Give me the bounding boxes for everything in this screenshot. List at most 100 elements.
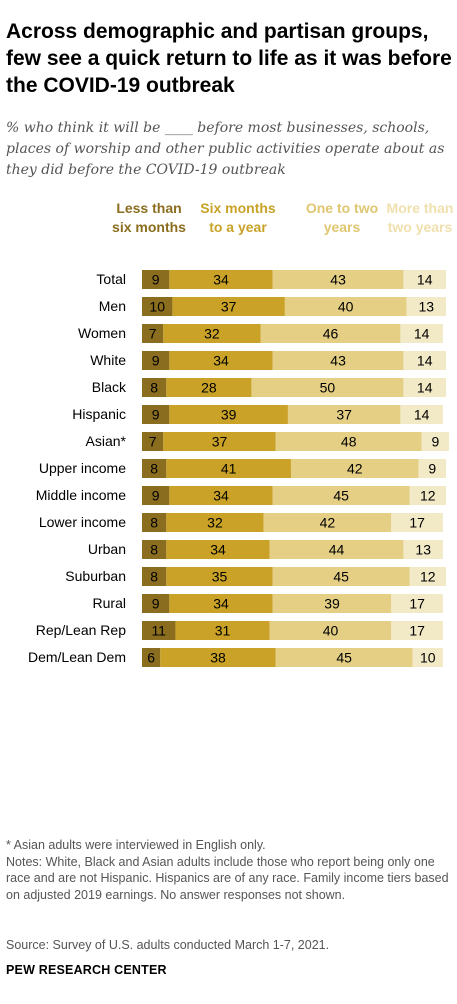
bar-segment-1 [142,378,167,397]
row-label: Suburban [65,568,126,584]
bar-segment-3 [272,270,404,289]
bar-segment-3 [275,432,422,451]
column-header-3: One to two years [305,200,379,235]
row-label: Men [99,298,126,314]
row-label: White [90,352,126,368]
row-label: Rural [93,595,126,611]
data-label: 14 [417,272,433,288]
bar-segment-1 [142,621,176,640]
bar-segment-4 [421,432,450,451]
row-label: Hispanic [72,406,126,422]
row-label: Black [92,379,127,395]
bar-segment-3 [272,486,410,505]
data-label: 11 [151,623,166,639]
bar-segment-4 [406,297,446,316]
data-label: 9 [152,488,160,504]
bar-segment-2 [169,405,288,424]
data-label: 9 [431,434,439,450]
bar-segment-1 [142,405,170,424]
bar-segment-1 [142,324,164,343]
bar-segment-3 [272,351,404,370]
row-label: Rep/Lean Rep [36,622,127,638]
bar-segment-4 [403,270,446,289]
bar-segment-2 [160,648,276,667]
row-label: Upper income [39,460,126,476]
bar-segment-4 [391,594,443,613]
data-label: 14 [417,380,433,396]
data-label: 45 [333,569,349,585]
bar-segment-2 [166,459,291,478]
bar-segment-2 [169,486,273,505]
bar-segment-1 [142,270,170,289]
data-label: 34 [213,272,229,288]
data-label: 17 [409,515,425,531]
column-header-4: More than two years [386,200,454,235]
data-label: 39 [221,407,237,423]
data-label: 40 [323,623,339,639]
bar-segment-4 [418,459,446,478]
bar-segment-1 [142,432,164,451]
bar-segment-3 [290,459,419,478]
data-label: 8 [150,515,158,531]
bar-segment-1 [142,297,173,316]
data-label: 28 [201,380,217,396]
bar-segment-1 [142,513,167,532]
data-label: 8 [150,380,158,396]
bar-segment-1 [142,459,167,478]
data-label: 31 [215,623,231,639]
data-label: 32 [204,326,220,342]
data-label: 50 [320,380,336,396]
data-label: 13 [418,299,434,315]
notes: * Asian adults were interviewed in Engli… [6,837,454,903]
data-label: 45 [333,488,349,504]
data-label: 7 [149,434,157,450]
data-label: 32 [207,515,223,531]
data-label: 45 [336,650,352,666]
bar-segment-3 [272,594,392,613]
bar-segment-3 [269,540,404,559]
row-label: Dem/Lean Dem [28,649,126,665]
column-header-1: Less than six months [112,200,186,235]
chart-title: Across demographic and partisan groups, … [6,20,452,97]
data-label: 9 [152,272,160,288]
data-label: 34 [213,488,229,504]
bar-segment-4 [412,648,443,667]
column-header-2: Six months to a year [200,200,276,235]
data-label: 37 [221,299,237,315]
bar-segment-4 [409,567,446,586]
bar-segment-4 [400,324,443,343]
chart-subtitle: % who think it will be ____ before most … [6,120,445,178]
bar-segment-2 [163,324,261,343]
data-label: 9 [428,461,436,477]
data-label: 12 [420,488,436,504]
data-label: 14 [414,407,430,423]
bar-segment-2 [169,270,273,289]
pew-logo-text: PEW RESEARCH CENTER [6,963,167,977]
data-label: 14 [417,353,433,369]
bar-segment-1 [142,351,170,370]
bar-segment-3 [260,324,401,343]
data-label: 12 [420,569,436,585]
bar-segment-4 [391,513,443,532]
bar-segment-3 [284,297,407,316]
data-label: 43 [330,272,346,288]
data-label: 17 [409,623,425,639]
note-asian: * Asian adults were interviewed in Engli… [6,838,266,852]
bar-segment-3 [251,378,404,397]
data-label: 44 [329,542,345,558]
bar-segment-3 [287,405,401,424]
bar-segment-2 [169,594,273,613]
data-label: 17 [409,596,425,612]
data-label: 42 [347,461,363,477]
bar-segment-2 [166,540,270,559]
bar-segment-1 [142,567,167,586]
bar-segment-4 [403,351,446,370]
data-label: 34 [213,353,229,369]
data-label: 34 [213,596,229,612]
row-label: Asian* [86,433,127,449]
row-label: Urban [88,541,126,557]
bar-segment-4 [391,621,443,640]
bar-segment-2 [166,567,273,586]
data-label: 9 [152,596,160,612]
data-label: 48 [341,434,357,450]
